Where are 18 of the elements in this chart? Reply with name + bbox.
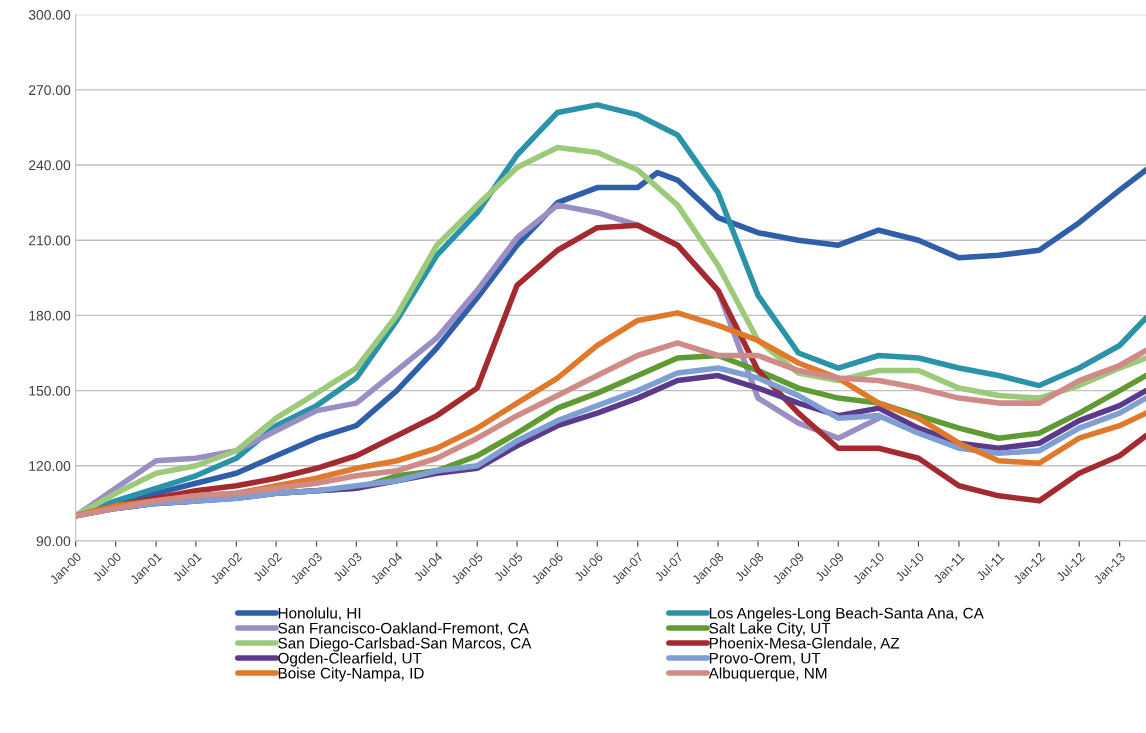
legend-label: San Francisco-Oakland-Fremont, CA: [278, 622, 529, 636]
legend-label: Phoenix-Mesa-Glendale, AZ: [709, 637, 900, 651]
y-tick-label: 90.00: [36, 536, 71, 547]
legend-label: Honolulu, HI: [278, 607, 361, 621]
legend-label: Albuquerque, NM: [708, 667, 827, 682]
legend-label: San Diego-Carlsbad-San Marcos, CA: [278, 637, 532, 652]
y-tick-label: 240.00: [29, 160, 71, 171]
legend-label: Ogden-Clearfield, UT: [278, 652, 422, 667]
legend-label: Provo-Orem, UT: [709, 652, 821, 666]
legend-label: Los Angeles-Long Beach-Santa Ana, CA: [709, 607, 984, 622]
y-tick-label: 150.00: [29, 385, 71, 396]
legend-label: Boise City-Nampa, ID: [278, 667, 424, 682]
y-tick-label: 270.00: [29, 85, 71, 96]
legend-label: Salt Lake City, UT: [709, 622, 831, 637]
y-tick-label: 180.00: [29, 310, 71, 321]
y-tick-label: 210.00: [29, 235, 71, 246]
y-tick-label: 120.00: [29, 461, 71, 471]
y-tick-label: 300.00: [28, 9, 71, 20]
